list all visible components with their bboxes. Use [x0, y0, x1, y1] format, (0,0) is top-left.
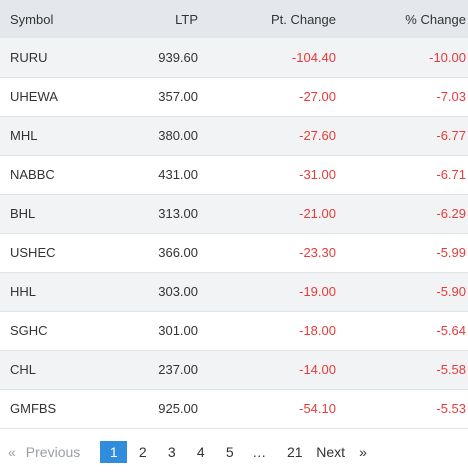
- pct-change-cell: -5.99: [436, 245, 466, 260]
- table-row[interactable]: UHEWA 357.00 -27.00 -7.03: [0, 77, 468, 116]
- table-row[interactable]: MHL 380.00 -27.60 -6.77: [0, 116, 468, 155]
- pct-change-cell: -7.03: [436, 89, 466, 104]
- pagination: « Previous 1 2 3 4 5 … 21 Next »: [0, 440, 466, 464]
- previous-label: Previous: [25, 444, 81, 460]
- page-2-button[interactable]: 2: [138, 444, 147, 460]
- pt-change-cell: -54.10: [299, 401, 336, 416]
- pct-change-cell: -5.90: [436, 284, 466, 299]
- ltp-cell: 301.00: [158, 323, 198, 338]
- header-ltp[interactable]: LTP: [175, 11, 198, 27]
- ltp-cell: 380.00: [158, 128, 198, 143]
- table-body: RURU 939.60 -104.40 -10.00 UHEWA 357.00 -27.00…: [0, 38, 468, 428]
- table-row[interactable]: CHL 237.00 -14.00 -5.58: [0, 350, 468, 389]
- pct-change-cell: -6.71: [436, 167, 466, 182]
- pct-change-cell: -6.77: [436, 128, 466, 143]
- table-row[interactable]: USHEC 366.00 -23.30 -5.99: [0, 233, 468, 272]
- double-left-arrow-icon: «: [8, 444, 16, 460]
- symbol-cell[interactable]: RURU: [10, 49, 48, 65]
- ltp-cell: 925.00: [158, 401, 198, 416]
- pt-change-cell: -31.00: [299, 167, 336, 182]
- table-row[interactable]: NABBC 431.00 -31.00 -6.71: [0, 155, 468, 194]
- pt-change-cell: -14.00: [299, 362, 336, 377]
- page-3-button[interactable]: 3: [167, 444, 176, 460]
- pt-change-cell: -27.00: [299, 89, 336, 104]
- pt-change-cell: -18.00: [299, 323, 336, 338]
- symbol-cell[interactable]: BHL: [10, 206, 36, 221]
- symbol-cell[interactable]: CHL: [10, 362, 37, 377]
- pt-change-cell: -21.00: [299, 206, 336, 221]
- ltp-cell: 366.00: [158, 245, 198, 260]
- pct-change-cell: -5.53: [436, 401, 466, 416]
- pt-change-cell: -27.60: [299, 128, 336, 143]
- table-row[interactable]: RURU 939.60 -104.40 -10.00: [0, 38, 468, 77]
- ltp-cell: 357.00: [158, 89, 198, 104]
- header-pct-change[interactable]: % Change: [405, 11, 466, 27]
- table-row[interactable]: BHL 313.00 -21.00 -6.29: [0, 194, 468, 233]
- symbol-cell[interactable]: GMFBS: [10, 401, 57, 416]
- pct-change-cell: -5.64: [436, 323, 466, 338]
- symbol-cell[interactable]: SGHC: [10, 323, 48, 338]
- table-row[interactable]: GMFBS 925.00 -54.10 -5.53: [0, 389, 468, 428]
- table-row[interactable]: HHL 303.00 -19.00 -5.90: [0, 272, 468, 311]
- pt-change-cell: -104.40: [291, 49, 336, 65]
- next-page-button[interactable]: Next »: [316, 441, 367, 463]
- pct-change-cell: -6.29: [436, 206, 466, 221]
- pct-change-cell: -10.00: [429, 49, 466, 65]
- next-label: Next: [316, 444, 346, 460]
- header-symbol[interactable]: Symbol: [10, 11, 54, 27]
- ltp-cell: 431.00: [158, 167, 198, 182]
- page-1-button[interactable]: 1: [100, 441, 128, 463]
- pct-change-cell: -5.58: [436, 362, 466, 377]
- pagination-ellipsis: …: [252, 444, 267, 460]
- pt-change-cell: -23.30: [299, 245, 336, 260]
- ltp-cell: 939.60: [158, 49, 198, 65]
- symbol-cell[interactable]: HHL: [10, 284, 37, 299]
- ltp-cell: 237.00: [158, 362, 198, 377]
- page-21-button[interactable]: 21: [286, 444, 303, 460]
- table-header-row: Symbol LTP Pt. Change % Change: [0, 0, 468, 38]
- symbol-cell[interactable]: MHL: [10, 128, 38, 143]
- ltp-cell: 313.00: [158, 206, 198, 221]
- symbol-cell[interactable]: UHEWA: [10, 89, 58, 104]
- page-5-button[interactable]: 5: [225, 444, 234, 460]
- market-table: Symbol LTP Pt. Change % Change RURU 939.6…: [0, 0, 468, 428]
- table-row[interactable]: SGHC 301.00 -18.00 -5.64: [0, 311, 468, 350]
- symbol-cell[interactable]: USHEC: [10, 245, 56, 260]
- previous-page-button[interactable]: « Previous: [8, 441, 80, 463]
- pt-change-cell: -19.00: [299, 284, 336, 299]
- header-pt-change[interactable]: Pt. Change: [270, 11, 336, 27]
- ltp-cell: 303.00: [158, 284, 198, 299]
- page-4-button[interactable]: 4: [196, 444, 205, 460]
- double-right-arrow-icon: »: [359, 444, 367, 460]
- symbol-cell[interactable]: NABBC: [10, 167, 55, 182]
